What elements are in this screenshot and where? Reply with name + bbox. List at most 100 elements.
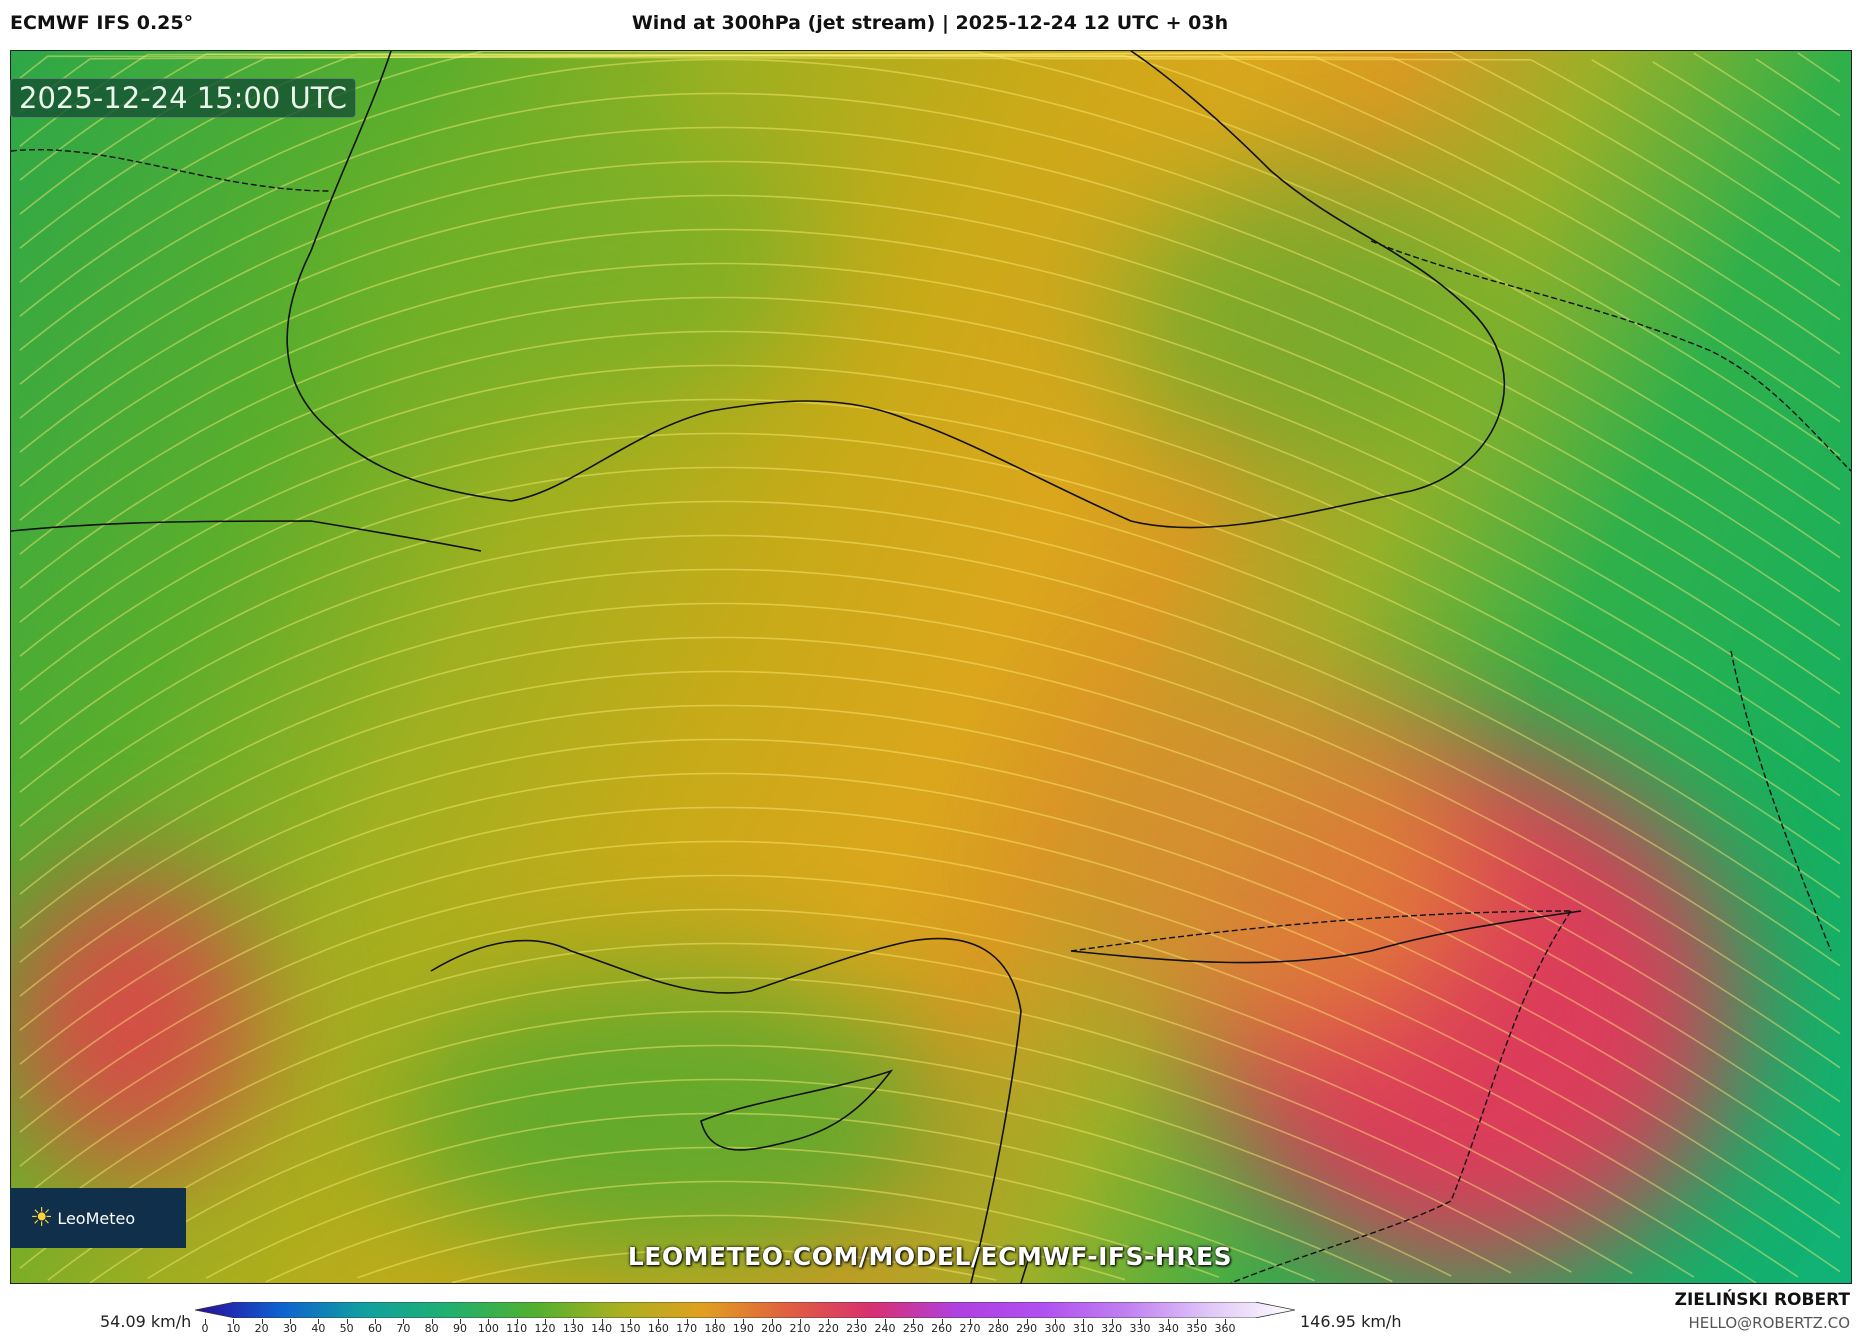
green-south: [391, 971, 951, 1271]
streamline: [19, 942, 1695, 1278]
colorbar: [195, 1302, 1295, 1318]
green-blacksea: [1111, 171, 1511, 471]
streamline: [19, 670, 1841, 1103]
streamline: [1652, 61, 1841, 185]
streamline: [19, 160, 1841, 593]
streamline: [89, 1078, 1452, 1283]
colorbar-tick: [970, 1319, 971, 1324]
colorbar-tick: [800, 1319, 801, 1324]
streamline: [19, 636, 1841, 1069]
streamline: [19, 466, 1841, 899]
streamline: [265, 1180, 1220, 1283]
colorbar-tick: [630, 1319, 631, 1324]
colorbar-tick: [1055, 1319, 1056, 1324]
colorbar-tick: [460, 1319, 461, 1324]
legend-max: 146.95 km/h: [1300, 1312, 1402, 1331]
colorbar-tick: [828, 1319, 830, 1324]
streamline: [19, 602, 1841, 1035]
source-url: LEOMETEO.COM/MODEL/ECMWF-IFS-HRES: [627, 1242, 1233, 1271]
colorbar-tick: [1026, 1319, 1028, 1324]
streamline: [451, 1248, 997, 1283]
colorbar-tick-label: 50: [339, 1322, 354, 1335]
colorbar-tick: [1140, 1319, 1141, 1324]
streamline: [19, 55, 1841, 253]
colorbar-tick-label: 20: [254, 1322, 269, 1335]
colorbar-tick: [1168, 1319, 1170, 1324]
colorbar-tick-label: 360: [1214, 1322, 1236, 1335]
leometeo-logo[interactable]: ☀ LeoMeteo: [10, 1188, 186, 1248]
streamline: [19, 806, 1841, 1239]
colorbar-tick-label: 30: [283, 1322, 297, 1335]
streamlines: [19, 51, 1841, 1283]
map-title: Wind at 300hPa (jet stream) | 2025-12-24…: [631, 12, 1229, 34]
colorbar-tick: [488, 1319, 490, 1324]
colorbar-tick-label: 70: [396, 1322, 411, 1335]
streamline: [19, 330, 1841, 763]
colorbar-tick-label: 160: [647, 1322, 669, 1335]
streamline: [19, 1010, 1572, 1273]
wind-map[interactable]: [10, 50, 1852, 1284]
colorbar-tick-label: 270: [959, 1322, 981, 1335]
colorbar-tick-label: 220: [817, 1322, 839, 1335]
streamline: [19, 296, 1841, 729]
colorbar-tick: [715, 1319, 716, 1324]
colorbar-tick: [205, 1319, 206, 1324]
legend-min: 54.09 km/h: [100, 1312, 192, 1331]
colorbar-tick-label: 110: [506, 1322, 528, 1335]
colorbar-tick-label: 140: [591, 1322, 613, 1335]
streamline: [19, 52, 1841, 423]
colorbar-tick: [573, 1319, 575, 1324]
colorbar-tick: [885, 1319, 886, 1324]
streamline: [19, 568, 1841, 1001]
colorbar-tick-label: 0: [201, 1322, 209, 1335]
colorbar-tick-label: 230: [846, 1322, 868, 1335]
colorbar-tick: [856, 1319, 858, 1324]
coastlines: [11, 51, 1582, 1283]
colorbar-tick-label: 260: [931, 1322, 953, 1335]
streamline: [19, 534, 1841, 967]
streamline: [19, 840, 1841, 1273]
jet-orange: [1061, 671, 1481, 1051]
colorbar-tick: [1111, 1319, 1113, 1324]
author-email: HELLO@ROBERTZ.CO: [1688, 1314, 1850, 1332]
streamline: [19, 704, 1841, 1137]
colorbar-tick-label: 330: [1129, 1322, 1151, 1335]
streamline: [19, 908, 1757, 1283]
colorbar-tick: [1225, 1319, 1226, 1324]
colorbar-tick: [318, 1319, 320, 1324]
valid-time-label: 2025-12-24 15:00 UTC: [10, 78, 357, 118]
streamline: [357, 1214, 1126, 1281]
colorbar-tick-label: 40: [311, 1322, 326, 1335]
colorbar-tick-label: 300: [1044, 1322, 1066, 1335]
colorbar-tick: [545, 1319, 546, 1324]
colorbar-tick-label: 10: [226, 1322, 241, 1335]
colorbar-tick: [403, 1319, 405, 1324]
colorbar-tick: [375, 1319, 376, 1324]
colorbar-tick-label: 250: [902, 1322, 924, 1335]
streamline: [19, 262, 1841, 695]
streamline: [19, 58, 1841, 491]
colorbar-tick-label: 350: [1186, 1322, 1208, 1335]
streamline: [19, 398, 1841, 831]
colorbar-tick-label: 130: [562, 1322, 584, 1335]
colorbar-tick: [1083, 1319, 1085, 1324]
colorbar-tick: [1196, 1319, 1198, 1324]
streamline: [19, 432, 1841, 865]
colorbar-tick-label: 210: [789, 1322, 811, 1335]
streamline: [1797, 52, 1841, 83]
sun-icon: ☀: [30, 1203, 54, 1233]
colorbar-tick-label: 170: [676, 1322, 698, 1335]
colorbar-tick: [601, 1319, 603, 1324]
colorbar-tick-label: 240: [874, 1322, 896, 1335]
streamline: [19, 738, 1841, 1171]
colorbar-tick: [516, 1319, 518, 1324]
author-name: ZIELIŃSKI ROBERT: [1674, 1290, 1850, 1310]
colorbar-tick-label: 120: [534, 1322, 556, 1335]
colorbar-tick-label: 340: [1157, 1322, 1179, 1335]
streamline: [19, 772, 1841, 1205]
streamline: [47, 1044, 1512, 1281]
colorbar-tick-label: 200: [761, 1322, 783, 1335]
colorbar-tick-label: 90: [453, 1322, 467, 1335]
streamline: [19, 52, 1841, 389]
colorbar-tick: [743, 1319, 745, 1324]
